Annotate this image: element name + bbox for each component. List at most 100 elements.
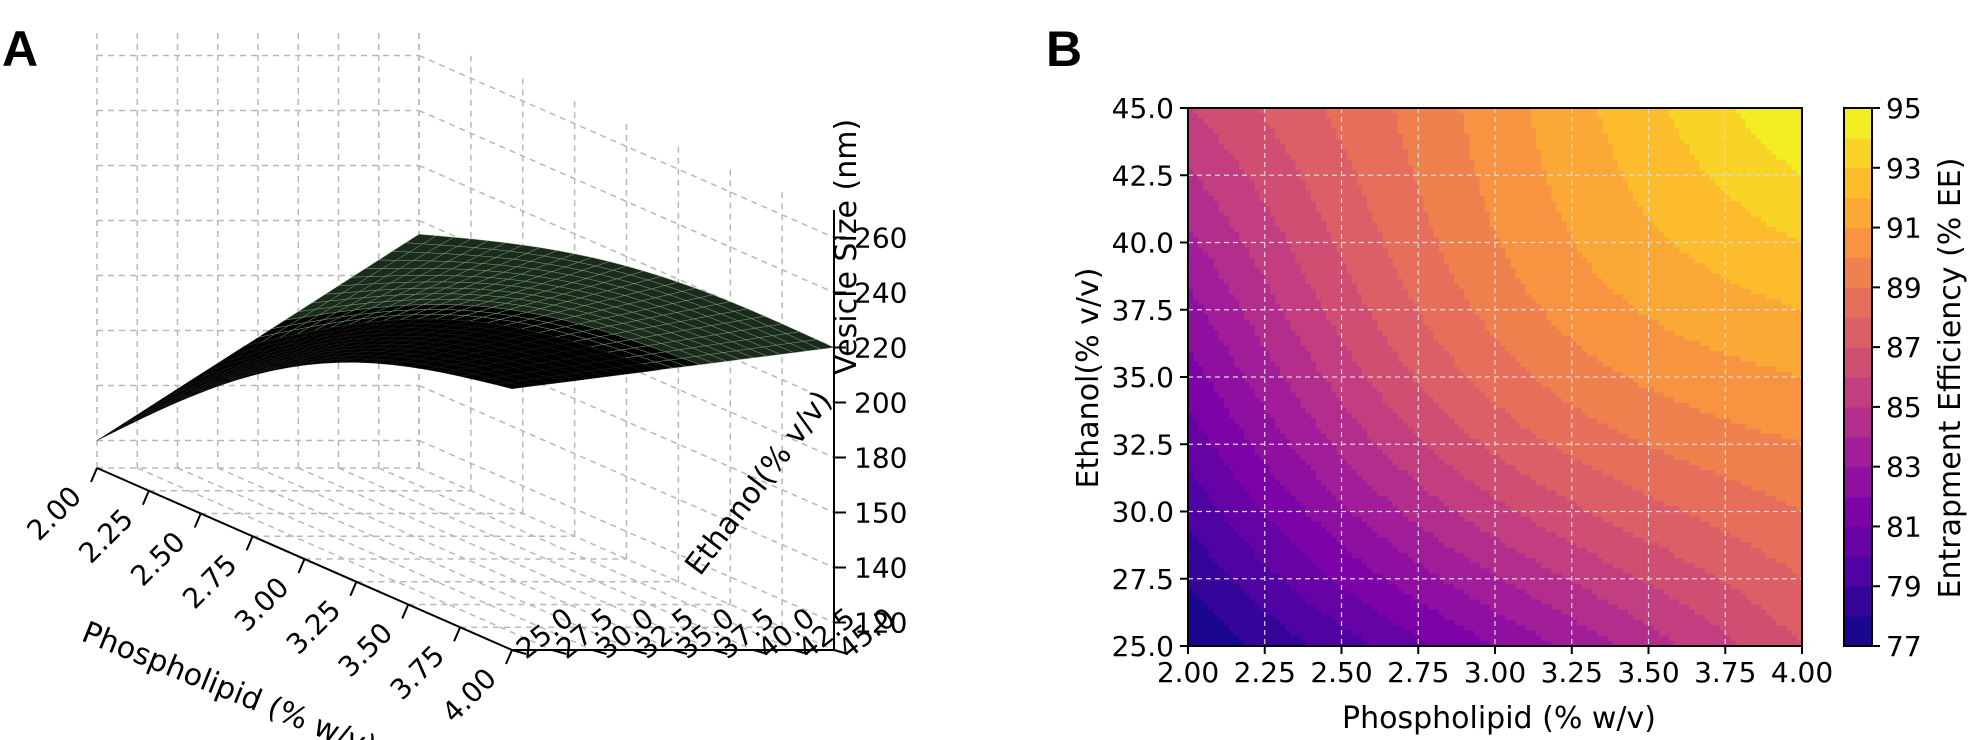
- contour-cell: [1321, 123, 1327, 130]
- contour-cell: [1249, 475, 1256, 482]
- contour-cell: [1351, 377, 1358, 383]
- contour-cell: [1305, 154, 1312, 161]
- contour-cell: [1331, 635, 1337, 642]
- contour-cell: [1346, 289, 1353, 295]
- contour-cell: [1305, 609, 1312, 616]
- y-tick: [632, 649, 648, 655]
- contour-cell: [1377, 408, 1384, 414]
- contour-cell: [1234, 527, 1240, 533]
- contour-cell: [1208, 335, 1215, 342]
- contour-cell: [1254, 330, 1261, 337]
- contour-cell: [1315, 113, 1322, 119]
- panel-a-letter: A: [2, 21, 38, 77]
- contour-cell: [1377, 599, 1384, 606]
- contour-cell: [1290, 377, 1297, 383]
- contour-cell: [1223, 625, 1230, 632]
- contour-cell: [1269, 423, 1276, 430]
- contour-cell: [1285, 226, 1291, 233]
- contour-cell: [1326, 516, 1332, 523]
- contour-cell: [1228, 459, 1235, 466]
- contour-cell: [1290, 118, 1297, 125]
- contour-cell: [1254, 149, 1261, 156]
- contour-cell: [1228, 237, 1235, 244]
- contour-cell: [1356, 252, 1363, 259]
- contour-cell: [1295, 454, 1302, 461]
- contour-cell: [1269, 630, 1276, 637]
- contour-cell: [1254, 314, 1261, 321]
- contour-cell: [1213, 366, 1220, 373]
- contour-cell: [1392, 144, 1399, 150]
- contour-cell: [1341, 283, 1348, 290]
- contour-cell: [1341, 242, 1348, 249]
- contour-cell: [1361, 377, 1368, 383]
- contour-cell: [1239, 464, 1245, 471]
- contour-cell: [1254, 139, 1261, 145]
- contour-cell: [1382, 242, 1389, 249]
- contour-cell: [1234, 573, 1240, 580]
- contour-cell: [1280, 159, 1286, 166]
- contour-cell: [1208, 278, 1215, 285]
- contour-cell: [1285, 620, 1291, 626]
- contour-cell: [1372, 309, 1378, 316]
- contour-cell: [1274, 563, 1281, 569]
- contour-cell: [1326, 408, 1332, 414]
- contour-cell: [1213, 625, 1220, 632]
- contour-cell: [1223, 320, 1230, 326]
- contour-cell: [1188, 495, 1194, 502]
- contour-cell: [1321, 133, 1327, 140]
- contour-cell: [1326, 542, 1332, 549]
- contour-cell: [1331, 428, 1337, 435]
- contour-cell: [1203, 620, 1210, 626]
- contour-cell: [1326, 511, 1332, 518]
- contour-cell: [1331, 583, 1337, 590]
- contour-cell: [1346, 547, 1353, 554]
- contour-cell: [1244, 433, 1250, 440]
- contour-cell: [1387, 635, 1394, 642]
- contour-cell: [1228, 464, 1235, 471]
- contour-cell: [1274, 423, 1281, 430]
- contour-cell: [1280, 226, 1286, 233]
- contour-cell: [1387, 495, 1394, 502]
- contour-cell: [1213, 371, 1220, 378]
- contour-cell: [1259, 377, 1266, 383]
- x-tick: [297, 558, 306, 574]
- contour-cell: [1203, 640, 1210, 647]
- contour-cell: [1254, 351, 1261, 357]
- contour-cell: [1397, 309, 1404, 316]
- contour-cell: [1382, 377, 1389, 383]
- contour-cell: [1351, 392, 1358, 399]
- contour-cell: [1341, 149, 1348, 156]
- contour-cell: [1269, 516, 1276, 523]
- contour-cell: [1397, 278, 1404, 285]
- contour-cell: [1244, 485, 1250, 492]
- contour-cell: [1218, 159, 1225, 166]
- contour-cell: [1223, 377, 1230, 383]
- contour-cell: [1208, 258, 1215, 264]
- contour-cell: [1351, 180, 1358, 187]
- contour-cell: [1259, 589, 1266, 595]
- contour-cell: [1387, 589, 1394, 595]
- contour-cell: [1198, 185, 1204, 192]
- z-tick-label: 240: [854, 277, 907, 310]
- contour-cell: [1274, 594, 1281, 601]
- contour-cell: [1346, 216, 1353, 223]
- contour-cell: [1310, 475, 1317, 482]
- contour-cell: [1259, 485, 1266, 492]
- contour-cell: [1274, 211, 1281, 218]
- contour-cell: [1269, 351, 1276, 357]
- contour-cell: [1305, 263, 1312, 269]
- contour-cell: [1203, 408, 1210, 414]
- contour-cell: [1346, 563, 1353, 569]
- contour-cell: [1326, 325, 1332, 332]
- contour-cell: [1203, 532, 1210, 538]
- contour-cell: [1285, 242, 1291, 249]
- contour-cell: [1310, 314, 1317, 321]
- x-tick-label: 3.00: [228, 571, 295, 638]
- contour-cell: [1331, 278, 1337, 285]
- contour-cell: [1290, 340, 1297, 347]
- contour-cell: [1208, 454, 1215, 461]
- contour-cell: [1346, 247, 1353, 254]
- contour-cell: [1264, 402, 1271, 409]
- contour-cell: [1290, 418, 1297, 425]
- contour-cell: [1397, 175, 1404, 182]
